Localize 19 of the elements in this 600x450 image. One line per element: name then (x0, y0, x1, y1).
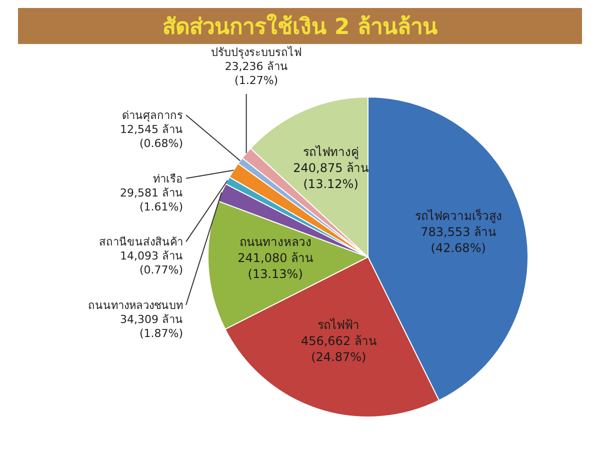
data-label: 23,236 ล้าน (1.27%) (224, 60, 288, 87)
data-label: 241,080 ล้าน (13.13%) (238, 251, 314, 282)
data-label: 456,662 ล้าน (24.87%) (300, 334, 376, 364)
data-label: 34,309 ล้าน (1.87%) (120, 313, 183, 340)
slice-label: ท่าเรือ (153, 172, 183, 186)
data-label: 29,581 ล้าน (1.61%) (120, 186, 183, 214)
slice-label: รถไฟทางคู่ (302, 144, 359, 160)
data-label: 14,093 ล้าน (0.77%) (120, 250, 183, 277)
slice-label: ด่านศุลกากร (122, 109, 183, 122)
slice-label: รถไฟฟ้า (318, 318, 360, 332)
chart-title: สัดส่วนการใช้เงิน 2 ล้านล้าน (162, 12, 438, 42)
data-label: 12,545 ล้าน (0.68%) (120, 123, 183, 150)
data-label: 240,875 ล้าน (13.12%) (293, 160, 369, 191)
slice-label: ถนนทางหลวงชนบท (88, 299, 183, 312)
data-label: 783,553 ล้าน (42.68%) (420, 224, 496, 255)
slice-label: ถนนทางหลวง (239, 235, 312, 250)
slice-label: สถานีขนส่งสินค้า (99, 236, 183, 249)
slice-label: รถไฟความเร็วสูง (414, 208, 502, 224)
slice-label: ปรับปรุงระบบรถไฟ (210, 46, 302, 59)
